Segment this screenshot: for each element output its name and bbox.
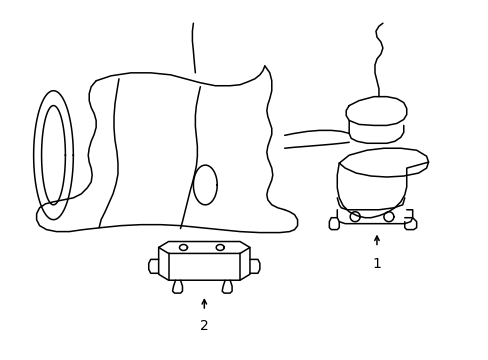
Text: 1: 1 [372, 257, 381, 271]
Text: 2: 2 [200, 319, 208, 333]
